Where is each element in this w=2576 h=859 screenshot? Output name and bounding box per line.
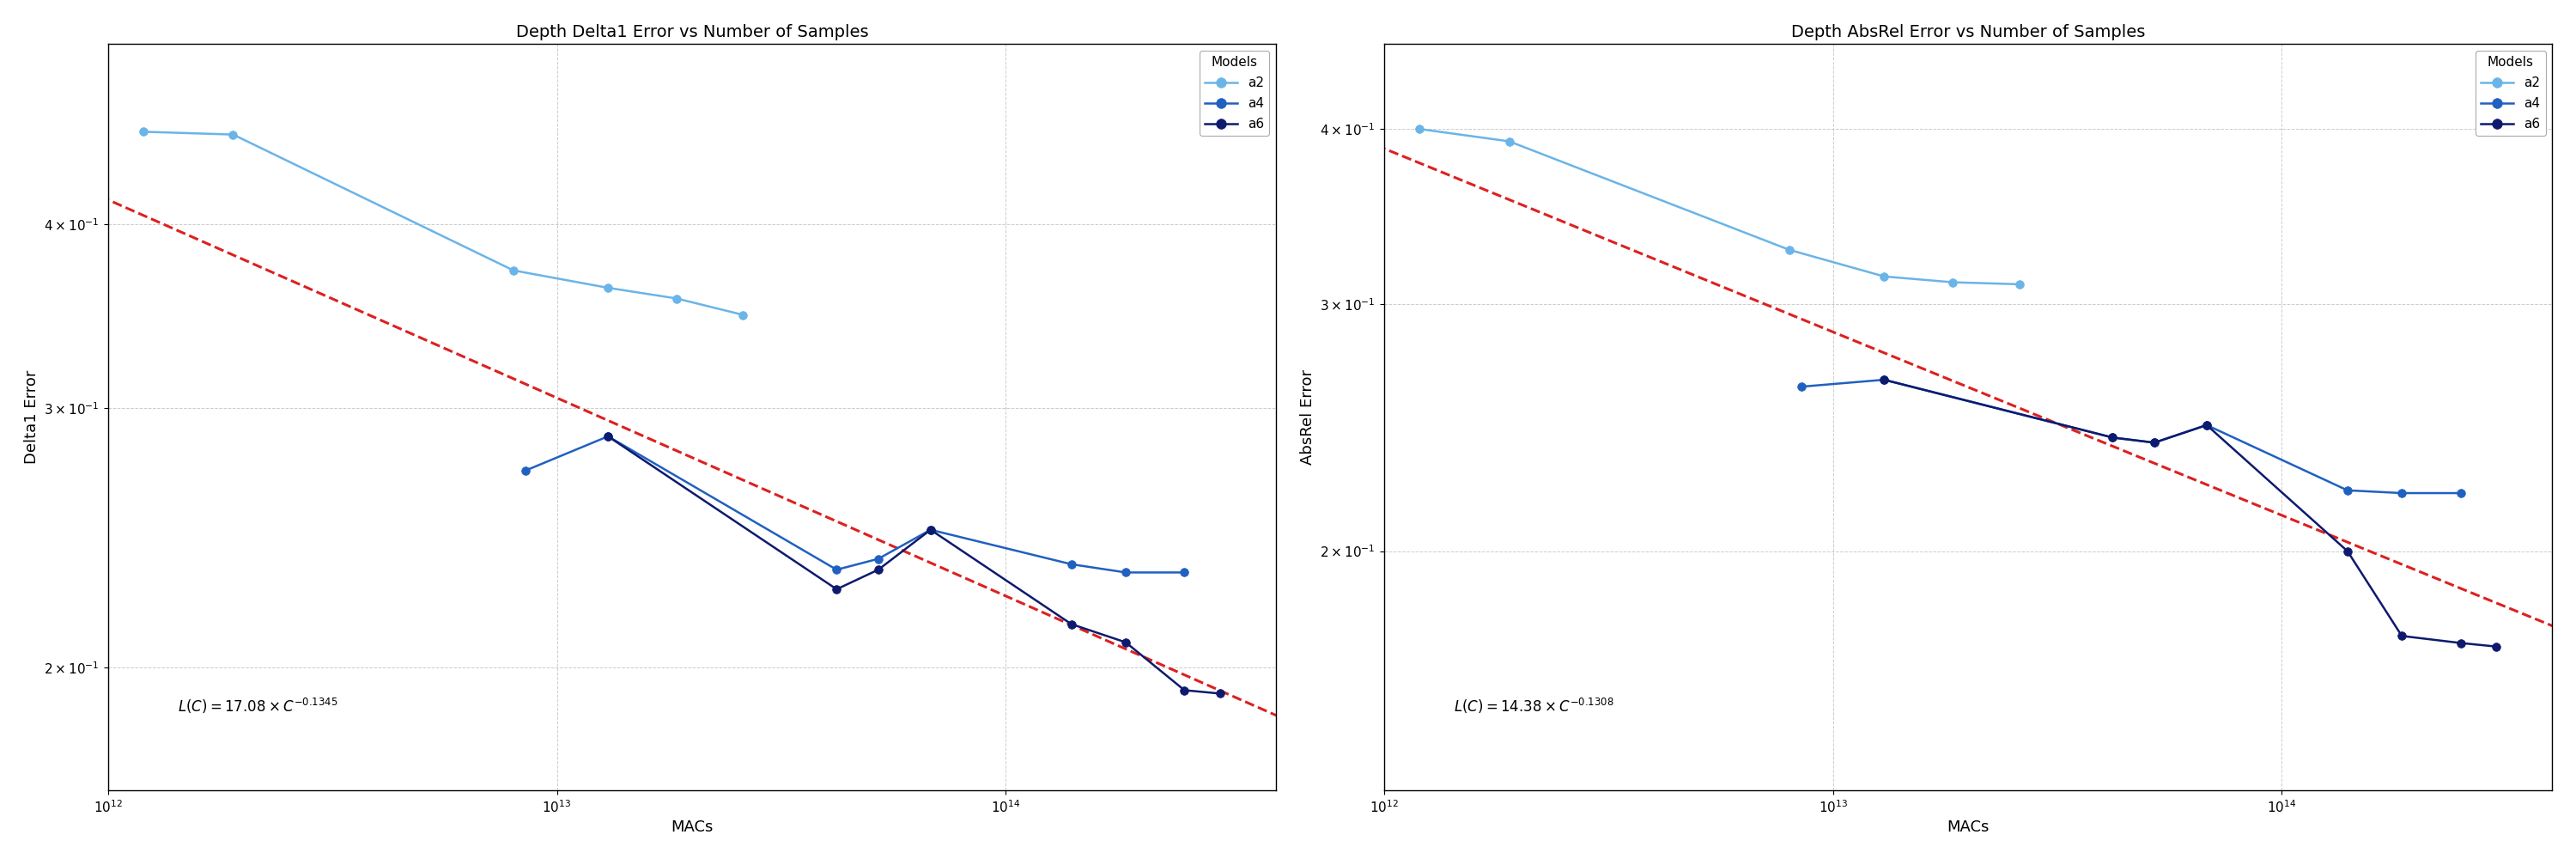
Text: $L(C) = 14.38 \times C^{-0.1308}$: $L(C) = 14.38 \times C^{-0.1308}$ [1453,697,1615,716]
a4 [2097,432,2128,442]
Line: a6: a6 [1880,375,2501,651]
a2 [1404,124,1435,134]
a2 [1494,137,1525,147]
Legend: a2, a4, a6: a2, a4, a6 [2476,51,2545,136]
a4 [2138,437,2169,448]
a6 [2445,638,2476,649]
a6 [1206,688,1236,698]
X-axis label: MACs: MACs [670,819,714,835]
a2 [2004,279,2035,289]
Y-axis label: AbsRel Error: AbsRel Error [1301,369,1316,465]
a6 [2331,546,2362,557]
a6 [2481,642,2512,652]
a6 [914,525,945,535]
a2 [592,283,623,293]
a6 [863,564,894,575]
a4 [2385,488,2416,498]
a6 [2138,437,2169,448]
a4 [1785,381,1816,392]
a6 [592,431,623,442]
a4 [1868,375,1899,385]
a4 [2192,420,2223,430]
a2 [1775,245,1806,255]
Line: a2: a2 [1414,125,2022,289]
a2 [1937,277,1968,288]
a6 [2192,420,2223,430]
Line: a2: a2 [139,128,747,319]
a6 [1170,685,1200,696]
a4 [822,564,853,575]
Legend: a2, a4, a6: a2, a4, a6 [1200,51,1270,136]
a6 [1056,619,1087,630]
a6 [1110,637,1141,648]
a2 [1868,271,1899,282]
a2 [129,126,160,137]
a2 [726,310,757,320]
a6 [1868,375,1899,385]
a4 [1170,567,1200,577]
a4 [2445,488,2476,498]
a4 [914,525,945,535]
Y-axis label: Delta1 Error: Delta1 Error [23,370,39,464]
Line: a4: a4 [520,432,1188,576]
X-axis label: MACs: MACs [1947,819,1989,835]
a2 [662,294,693,304]
a4 [592,431,623,442]
a4 [1056,559,1087,570]
a2 [497,265,528,276]
Text: $L(C) = 17.08 \times C^{-0.1345}$: $L(C) = 17.08 \times C^{-0.1345}$ [178,697,337,716]
a4 [1110,567,1141,577]
a4 [510,466,541,476]
a6 [822,584,853,594]
Title: Depth AbsRel Error vs Number of Samples: Depth AbsRel Error vs Number of Samples [1790,24,2146,40]
a2 [216,130,247,140]
Line: a4: a4 [1798,375,2465,497]
a6 [2097,432,2128,442]
a4 [863,554,894,564]
Line: a6: a6 [603,432,1224,698]
Title: Depth Delta1 Error vs Number of Samples: Depth Delta1 Error vs Number of Samples [515,24,868,40]
a6 [2385,631,2416,641]
a4 [2331,485,2362,496]
